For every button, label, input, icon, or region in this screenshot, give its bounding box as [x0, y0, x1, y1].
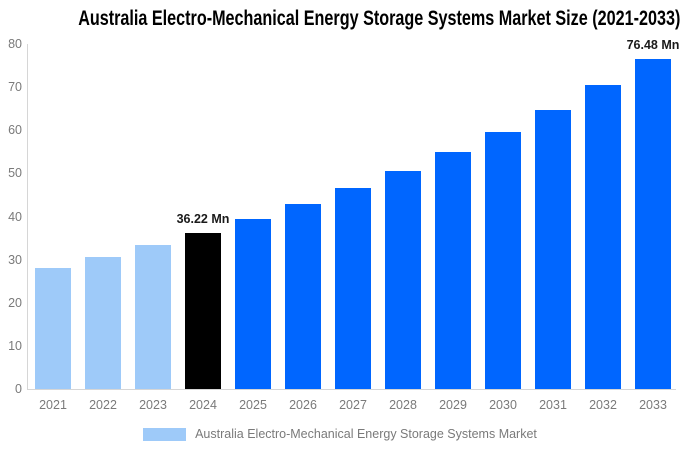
y-axis-tick-label: 60 [8, 123, 22, 138]
chart-title: Australia Electro-Mechanical Energy Stor… [78, 7, 680, 30]
y-axis-tick-label: 50 [8, 166, 22, 181]
x-axis-label-2031: 2031 [539, 398, 567, 412]
y-axis-tick-label: 30 [8, 252, 22, 267]
y-axis-tick-label: 0 [15, 382, 22, 396]
bar-2022 [85, 257, 121, 389]
y-axis-tick-label: 40 [8, 209, 22, 224]
y-axis-tick-label: 70 [8, 80, 22, 95]
x-axis-label-2021: 2021 [39, 398, 67, 412]
x-axis-label-2027: 2027 [339, 398, 367, 412]
x-axis-label-2023: 2023 [139, 398, 167, 412]
bar-2024 [185, 232, 221, 389]
bar-2029 [435, 152, 471, 389]
bar-2027 [335, 188, 371, 389]
x-axis-label-2022: 2022 [89, 398, 117, 412]
legend-label: Australia Electro-Mechanical Energy Stor… [195, 427, 537, 441]
bar-2021 [35, 267, 71, 389]
bar-2032 [585, 85, 621, 389]
x-axis-label-2030: 2030 [489, 398, 517, 412]
y-axis-tick-label: 80 [8, 37, 22, 51]
x-axis-label-2025: 2025 [239, 398, 267, 412]
x-axis-label-2029: 2029 [439, 398, 467, 412]
x-axis-label-2028: 2028 [389, 398, 417, 412]
x-axis-label-2032: 2032 [589, 398, 617, 412]
bar-2028 [385, 171, 421, 389]
x-axis-label-2024: 2024 [189, 398, 217, 412]
bar-2023 [135, 245, 171, 389]
bar-value-label-2024: 36.22 Mn [176, 211, 230, 226]
bar-2025 [235, 219, 271, 389]
bar-2031 [535, 109, 571, 389]
legend: Australia Electro-Mechanical Energy Stor… [0, 426, 680, 442]
bar-value-label-2033: 76.48 Mn [626, 38, 680, 53]
x-axis-label-2026: 2026 [289, 398, 317, 412]
y-axis-tick-label: 10 [8, 338, 22, 353]
x-axis-label-2033: 2033 [639, 398, 667, 412]
bar-2026 [285, 204, 321, 389]
bar-2030 [485, 131, 521, 389]
y-axis-tick-label: 20 [8, 295, 22, 310]
x-axis-line [27, 389, 676, 390]
y-axis-line [27, 44, 28, 389]
legend-swatch [143, 427, 187, 441]
bar-2033 [635, 59, 671, 389]
